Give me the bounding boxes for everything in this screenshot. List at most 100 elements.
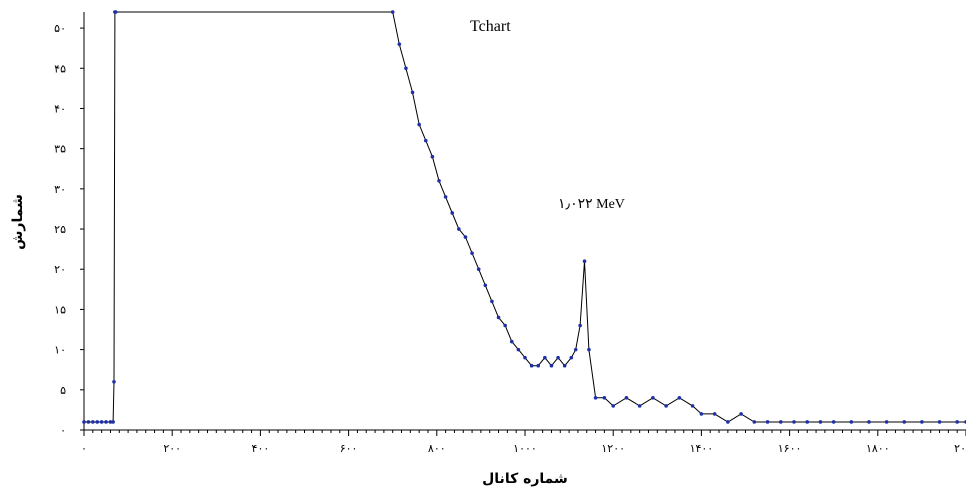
data-point [739,412,743,416]
data-point [509,339,514,344]
data-point [593,396,598,400]
y-ticks: ۰ ۵ ۱۰ ۱۵ ۲۰ ۲۵ ۳۰ ۳۵ ۴۰ ۴۵ ۵۰ [54,22,84,437]
data-point [108,420,113,424]
data-point [867,420,871,424]
data-point [624,396,629,400]
data-point [104,420,108,424]
data-point [463,235,468,239]
data-point [113,10,118,14]
axes [83,12,966,431]
data-point [91,420,95,424]
x-tick-label: ۱۸۰۰ [866,442,890,455]
data-point [390,10,395,14]
peak-annotation: ۱٫۰۲۲ MeV [558,197,625,212]
data-point [99,420,104,424]
data-point [423,138,428,143]
data-point [937,420,942,424]
data-point [611,404,615,408]
y-tick-label: ۱۵ [54,303,66,316]
data-point [562,363,567,368]
data-point [549,363,554,368]
x-tick-label: ۶۰۰ [340,442,358,455]
data-point [556,355,560,360]
data-point [95,420,100,424]
data-point [470,251,474,255]
series-line [84,11,966,423]
x-tick-label: ۲۰۰۰ [954,442,966,455]
x-tick-label: ۰ [81,442,87,455]
data-point [569,355,574,360]
data-point [490,299,494,304]
y-tick-label: ۲۰ [54,263,66,276]
data-point [677,396,682,400]
data-point [430,154,435,159]
x-axis-title: شماره کانال [482,471,568,487]
series-layer [82,10,966,424]
data-point [523,355,527,360]
data-point [483,283,488,288]
data-point [476,267,481,272]
y-tick-label: ۵ [60,384,66,397]
data-point [450,211,455,215]
data-point [529,363,534,368]
data-point [664,404,668,408]
x-tick-label: ۲۰۰ [163,442,181,455]
data-point [578,323,582,328]
data-point [752,420,757,424]
y-tick-label: ۴۵ [54,62,66,75]
data-point [690,404,695,408]
data-point [573,347,578,352]
data-point [437,179,441,183]
data-point [404,66,408,71]
data-point [849,420,854,424]
data-point [902,420,907,424]
data-point [792,420,796,424]
data-point [955,420,959,424]
data-point [818,420,823,424]
data-point [765,420,770,424]
y-tick-label: ۴۰ [54,102,66,115]
y-tick-label: ۳۵ [54,143,66,156]
data-point [111,420,115,424]
y-tick-label: ۲۵ [54,223,66,236]
data-point [516,347,521,352]
y-tick-label: ۳۰ [54,183,66,196]
data-point [699,412,704,416]
data-point [726,420,730,424]
data-point [536,363,541,368]
chart-title: Tchart [470,18,511,35]
data-point [397,42,402,46]
x-tick-label: ۴۰۰ [252,442,270,455]
data-point [443,195,448,199]
data-point [496,315,501,320]
data-point [712,412,717,416]
x-ticks: ۰ ۲۰۰ ۴۰۰ ۶۰۰ ۸۰۰ ۱۰۰۰ ۱۲۰۰ ۱۴۰۰ ۱۶۰۰ ۱۸۰۰ ۲۰۰۰ [81,430,966,455]
data-point [82,420,86,424]
data-point [884,420,889,424]
data-point [651,396,655,400]
data-point [920,420,924,424]
y-tick-label: ۵۰ [54,22,66,35]
data-point [410,90,415,95]
x-tick-label: ۱۴۰۰ [690,442,714,455]
data-point [417,122,421,127]
data-point [587,347,591,352]
data-point [805,420,810,424]
x-tick-label: ۱۶۰۰ [778,442,802,455]
y-axis-title: شمارش [10,194,26,250]
data-point [112,379,116,384]
x-tick-label: ۱۲۰۰ [601,442,625,455]
data-point [457,227,461,231]
y-tick-label: ۱۰ [54,344,66,357]
data-point [503,323,507,328]
data-point [778,420,783,424]
data-point [543,355,547,360]
x-tick-label: ۸۰۰ [428,442,446,455]
data-point [637,404,642,408]
data-point [582,259,587,263]
data-point [602,396,607,400]
data-point [831,420,836,424]
y-tick-label: ۰ [60,424,66,437]
x-tick-label: ۱۰۰۰ [513,442,537,455]
